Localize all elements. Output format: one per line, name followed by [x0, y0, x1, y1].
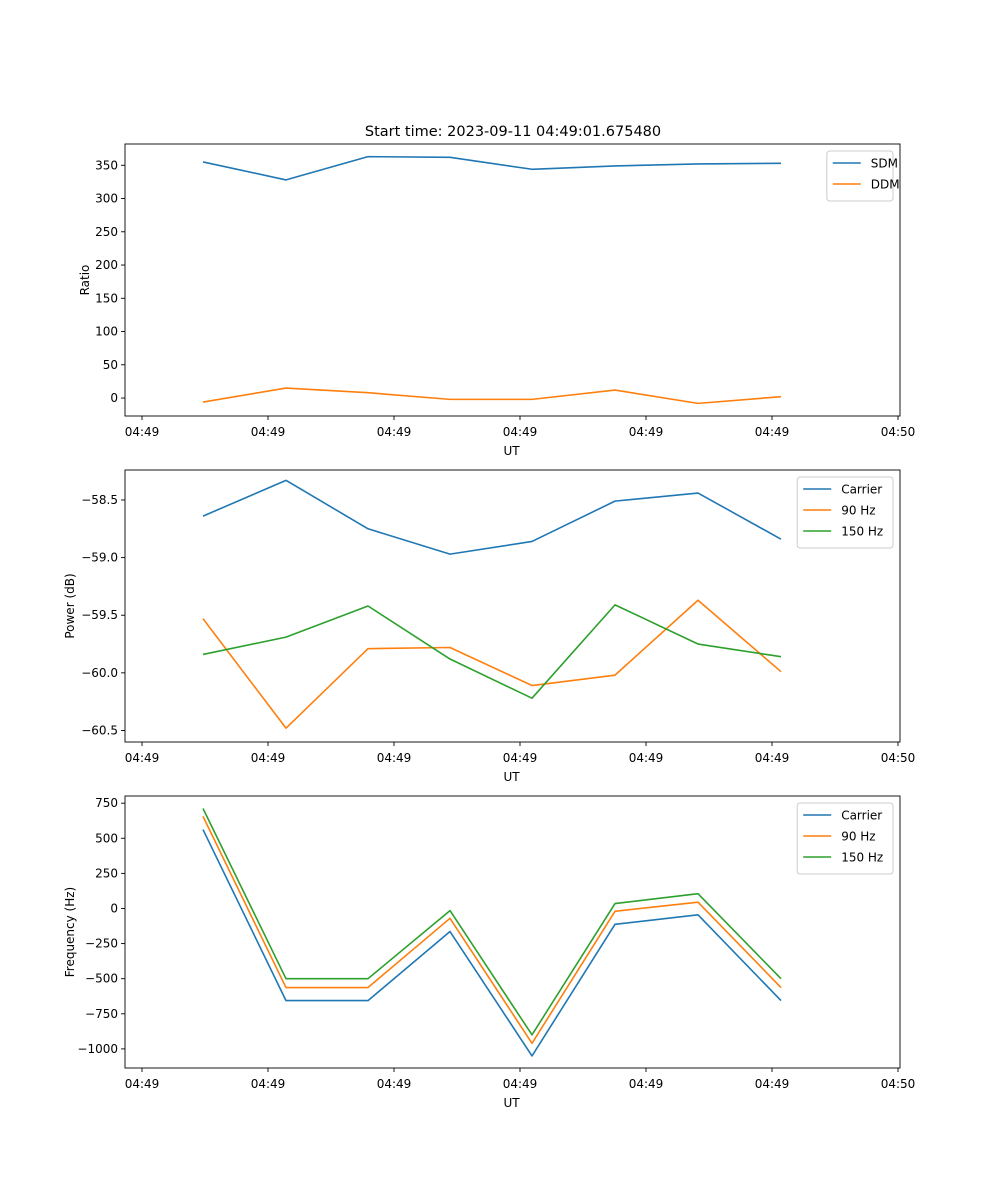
series-line-90-hz [202, 599, 782, 729]
legend-label: 150 Hz [841, 525, 883, 539]
axes-frame [124, 143, 901, 417]
y-tick-label: 100 [95, 325, 118, 339]
legend-label: SDM [871, 157, 898, 171]
y-tick-label: 200 [95, 258, 118, 272]
y-tick-label: −750 [85, 1007, 118, 1021]
x-tick-label: 04:49 [251, 1077, 286, 1091]
y-axis-label: Ratio [78, 265, 92, 296]
x-tick-label: 04:49 [629, 425, 664, 439]
x-tick-label: 04:49 [125, 1077, 160, 1091]
x-tick-label: 04:49 [377, 425, 412, 439]
x-tick-label: 04:49 [755, 1077, 790, 1091]
y-tick-label: −1000 [77, 1042, 118, 1056]
x-tick-label: 04:49 [503, 1077, 538, 1091]
y-tick-label: 50 [103, 358, 118, 372]
series-line-150-hz [202, 808, 782, 1036]
x-tick-label: 04:49 [629, 1077, 664, 1091]
series-line-carrier [202, 829, 782, 1057]
x-tick-label: 04:49 [755, 425, 790, 439]
x-tick-label: 04:50 [881, 751, 916, 765]
legend-label: 90 Hz [841, 504, 875, 518]
y-tick-label: 300 [95, 192, 118, 206]
y-tick-label: 150 [95, 291, 118, 305]
y-tick-label: 0 [110, 391, 118, 405]
series-line-90-hz [202, 816, 782, 1045]
series-line-150-hz [202, 604, 782, 700]
y-tick-label: 750 [95, 796, 118, 810]
chart-panel-1: 04:49 04:49 04:49 04:49 04:49 04:49 04:50 0 50 10… [78, 143, 916, 458]
series-line-ddm [202, 387, 782, 405]
y-axis-label: Frequency (Hz) [63, 887, 77, 978]
x-tick-label: 04:49 [377, 751, 412, 765]
y-tick-label: 0 [110, 901, 118, 915]
figure-title: Start time: 2023-09-11 04:49:01.675480 [365, 124, 661, 140]
y-tick-label: 250 [95, 866, 118, 880]
x-tick-label: 04:50 [881, 425, 916, 439]
x-axis-label: UT [503, 770, 520, 784]
legend: SDM DDM [826, 150, 900, 202]
x-tick-label: 04:49 [125, 751, 160, 765]
y-axis-label: Power (dB) [63, 573, 77, 638]
y-tick-label: 250 [95, 225, 118, 239]
x-axis-label: UT [503, 1096, 520, 1110]
legend: Carrier 90 Hz 150 Hz [796, 476, 894, 549]
y-tick-label: −250 [85, 937, 118, 951]
legend-label: Carrier [841, 483, 882, 497]
series-line-sdm [202, 155, 782, 181]
y-tick-label: −60.0 [81, 666, 118, 680]
x-tick-label: 04:49 [755, 751, 790, 765]
legend-label: 90 Hz [841, 830, 875, 844]
y-tick-label: −500 [85, 972, 118, 986]
y-tick-label: −58.5 [81, 493, 118, 507]
chart-panel-2: 04:49 04:49 04:49 04:49 04:49 04:49 04:50 −60.5… [63, 469, 916, 784]
x-tick-label: 04:49 [251, 751, 286, 765]
x-tick-label: 04:49 [503, 751, 538, 765]
axes-frame [124, 469, 901, 743]
series-line-carrier [202, 479, 782, 555]
chart-panel-3: 04:49 04:49 04:49 04:49 04:49 04:49 04:50 −1000… [63, 795, 916, 1110]
y-tick-label: −59.5 [81, 608, 118, 622]
legend: Carrier 90 Hz 150 Hz [796, 802, 894, 875]
x-tick-label: 04:49 [629, 751, 664, 765]
axes-frame [124, 795, 901, 1069]
x-tick-label: 04:49 [251, 425, 286, 439]
x-axis-label: UT [503, 444, 520, 458]
y-tick-label: 500 [95, 831, 118, 845]
x-tick-label: 04:49 [503, 425, 538, 439]
y-tick-label: −60.5 [81, 723, 118, 737]
x-tick-label: 04:50 [881, 1077, 916, 1091]
legend-label: 150 Hz [841, 851, 883, 865]
x-tick-label: 04:49 [377, 1077, 412, 1091]
y-tick-label: 350 [95, 158, 118, 172]
legend-label: DDM [871, 178, 900, 192]
x-tick-label: 04:49 [125, 425, 160, 439]
panels: 04:49 04:49 04:49 04:49 04:49 04:49 04:50 0 50 10… [63, 143, 916, 1110]
y-tick-label: −59.0 [81, 551, 118, 565]
legend-label: Carrier [841, 809, 882, 823]
